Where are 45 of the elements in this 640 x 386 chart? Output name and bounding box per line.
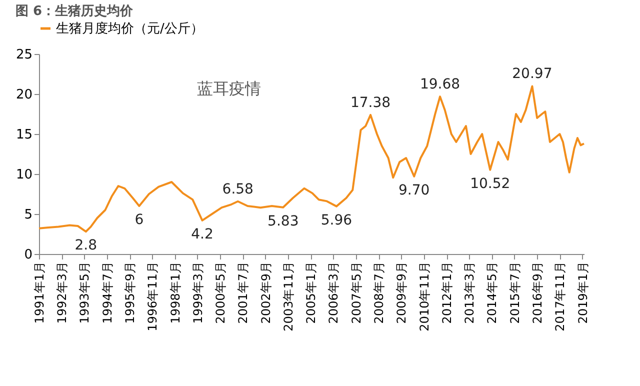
annotation: 2.8 <box>74 238 97 254</box>
annotation: 19.68 <box>420 76 460 93</box>
x-tick-label: 2019年1月 <box>576 262 590 324</box>
chart-title: 图 6：生猪历史均价 <box>15 4 134 19</box>
x-tick-label: 2001年7月 <box>236 262 250 324</box>
x-tick-label: 2017年11月 <box>553 262 568 332</box>
x-tick-label: 2007年5月 <box>349 262 364 324</box>
annotation: 蓝耳疫情 <box>197 79 261 98</box>
annotation: 20.97 <box>512 66 552 82</box>
y-tick-label: 15 <box>16 128 32 142</box>
legend-label: 生猪月度均价（元/公斤） <box>56 20 204 36</box>
y-tick-label: 20 <box>16 88 32 102</box>
x-tick-label: 2010年11月 <box>417 262 432 332</box>
annotation: 9.70 <box>398 182 430 198</box>
x-tick-label: 1998年1月 <box>168 262 182 324</box>
x-tick-label: 1999年3月 <box>190 262 205 324</box>
x-tick-label: 2012年1月 <box>440 262 454 324</box>
annotation: 5.96 <box>320 212 352 228</box>
annotation: 10.52 <box>470 176 510 192</box>
x-tick-label: 2015年7月 <box>508 262 522 324</box>
x-tick-label: 1996年11月 <box>146 262 160 332</box>
y-tick-label: 25 <box>16 48 32 62</box>
x-tick-label: 2008年7月 <box>372 262 386 324</box>
x-tick-label: 1991年1月 <box>32 262 46 324</box>
annotation: 6 <box>134 212 144 228</box>
x-tick-label: 2003年11月 <box>282 262 296 332</box>
x-tick-label: 2013年3月 <box>462 262 477 324</box>
x-tick-label: 1994年7月 <box>100 262 114 324</box>
x-tick-label: 1992年3月 <box>55 262 70 324</box>
x-tick-label: 2005年1月 <box>304 262 318 324</box>
y-tick-label: 0 <box>24 248 32 262</box>
x-tick-label: 2002年9月 <box>258 262 273 324</box>
x-tick-label: 1993年5月 <box>78 262 92 324</box>
x-tick-label: 2009年9月 <box>394 262 409 324</box>
annotation: 17.38 <box>350 94 391 111</box>
x-tick-label: 2016年9月 <box>530 262 545 324</box>
x-tick-label: 2000年5月 <box>214 262 228 324</box>
x-tick-label: 2006年3月 <box>326 262 341 324</box>
y-tick-label: 10 <box>16 168 32 182</box>
x-tick-label: 2014年5月 <box>485 262 500 324</box>
annotation: 5.83 <box>268 213 299 230</box>
y-tick-label: 5 <box>24 208 32 222</box>
x-tick-label: 1995年9月 <box>123 262 138 324</box>
annotation: 6.58 <box>222 181 254 198</box>
annotation: 4.2 <box>191 226 214 242</box>
